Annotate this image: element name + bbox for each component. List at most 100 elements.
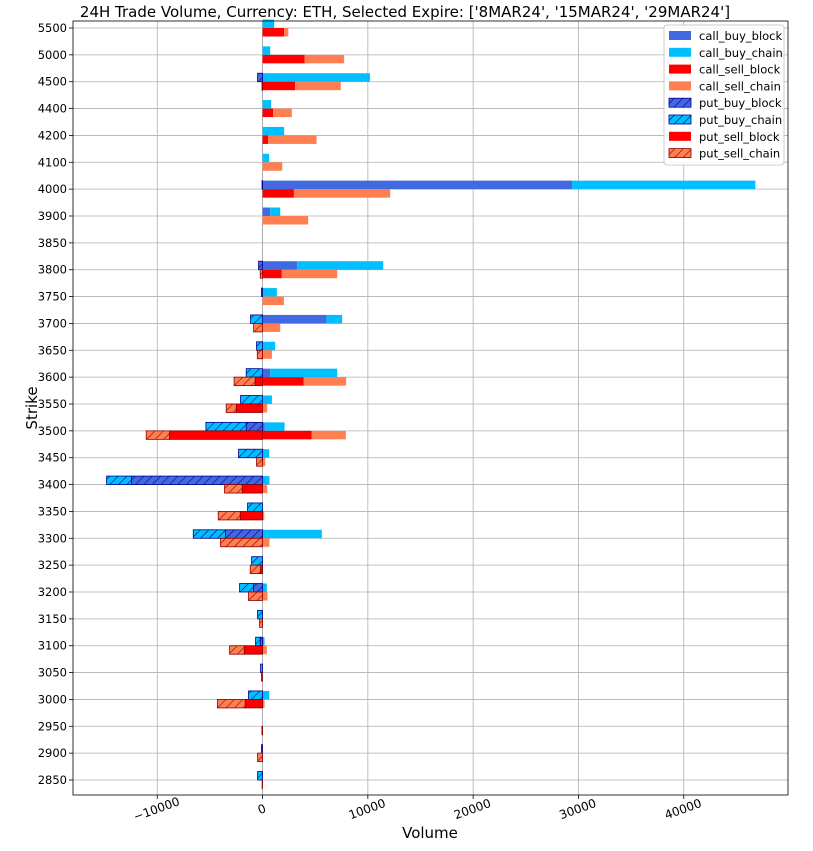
put-buy-block-bar-hatch <box>132 476 263 485</box>
put-sell-chain-bar-hatch <box>257 350 262 359</box>
put-buy-chain-bar-hatch <box>249 691 263 700</box>
x-tick-label: 40000 <box>663 796 704 822</box>
call-buy-chain-bar <box>263 73 370 82</box>
put-sell-block-bar <box>170 431 263 440</box>
call-buy-chain-bar <box>270 208 280 217</box>
put-buy-chain-bar-hatch <box>248 503 263 512</box>
put-buy-chain-bar-hatch <box>107 476 132 485</box>
put-buy-chain-bar-hatch <box>206 422 246 431</box>
put-sell-block-bar <box>242 485 262 494</box>
call-buy-chain-bar <box>263 396 272 405</box>
y-tick-label: 3500 <box>38 424 67 438</box>
put-buy-chain-bar-hatch <box>193 530 225 539</box>
call-sell-block-bar <box>263 270 282 279</box>
call-buy-chain-bar <box>263 342 276 351</box>
put-sell-chain-bar-hatch <box>258 753 263 762</box>
y-tick-labels: 5500500045004400420041004000390038503800… <box>38 21 67 787</box>
put-buy-chain-bar-hatch <box>261 664 263 673</box>
call-sell-chain-bar <box>263 216 309 225</box>
put-buy-block-bar-hatch <box>226 530 263 539</box>
call-buy-chain-bar <box>263 530 322 539</box>
put-sell-chain-bar-hatch <box>260 619 263 628</box>
put-buy-chain-bar-hatch <box>240 584 254 593</box>
legend-label: put_sell_block <box>699 130 780 144</box>
put-sell-block-bar <box>245 699 262 708</box>
call-sell-block-bar <box>263 189 294 198</box>
put-sell-chain-bar-hatch <box>257 458 263 467</box>
y-tick-label: 3350 <box>38 504 67 518</box>
call-sell-block-bar <box>263 109 274 118</box>
put-sell-chain-bar-hatch <box>226 404 236 413</box>
put-buy-block-bar-hatch <box>261 288 262 297</box>
put-sell-chain-bar-hatch <box>218 511 240 520</box>
put-sell-chain-bar-hatch <box>260 270 262 279</box>
x-tick-label: −10000 <box>132 794 182 824</box>
legend-swatch-call-sell-block <box>669 65 691 74</box>
put-buy-chain-bar-hatch <box>252 557 263 566</box>
call-buy-block-bar <box>263 369 271 378</box>
y-tick-label: 4100 <box>38 155 67 169</box>
call-sell-chain-bar <box>294 189 390 198</box>
call-sell-chain-bar <box>305 55 344 64</box>
call-sell-chain-bar <box>273 109 292 118</box>
y-tick-label: 3600 <box>38 370 67 384</box>
x-tick-label: 30000 <box>557 796 598 822</box>
legend-label: put_buy_chain <box>699 113 782 127</box>
y-tick-label: 3150 <box>38 612 67 626</box>
call-sell-chain-bar <box>295 82 341 91</box>
call-sell-chain-bar <box>284 28 288 37</box>
put-sell-chain-bar-hatch <box>262 82 263 91</box>
call-buy-block-bar <box>263 208 271 217</box>
y-tick-label: 3050 <box>38 666 67 680</box>
chart-title: 24H Trade Volume, Currency: ETH, Selecte… <box>80 3 730 21</box>
legend-label: put_buy_block <box>699 96 782 110</box>
y-tick-label: 2950 <box>38 719 67 733</box>
call-buy-chain-bar <box>263 691 270 700</box>
y-tick-label: 5500 <box>38 21 67 35</box>
legend-swatch-call-buy-chain <box>669 48 691 57</box>
y-tick-label: 3900 <box>38 209 67 223</box>
y-tick-label: 4500 <box>38 75 67 89</box>
put-sell-chain-bar-hatch <box>249 592 263 601</box>
y-tick-label: 3000 <box>38 692 67 706</box>
call-sell-block-bar <box>263 55 305 64</box>
call-buy-chain-bar <box>263 154 270 163</box>
call-sell-chain-bar <box>268 135 316 144</box>
call-sell-chain-bar <box>263 646 267 655</box>
put-sell-block-bar <box>244 646 262 655</box>
y-tick-label: 3450 <box>38 451 67 465</box>
call-sell-block-bar <box>263 377 304 386</box>
put-buy-chain-bar-hatch <box>251 315 263 324</box>
y-tick-label: 3750 <box>38 290 67 304</box>
call-buy-block-bar <box>263 315 327 324</box>
put-buy-block-bar-hatch <box>262 181 263 190</box>
legend-swatch-put-sell-block <box>669 132 691 141</box>
call-buy-chain-bar <box>572 181 755 190</box>
call-buy-block-bar <box>263 181 573 190</box>
put-sell-chain-bar-hatch <box>254 323 263 332</box>
legend-swatch-call-sell-chain <box>669 81 691 90</box>
legend-label: call_sell_block <box>699 63 781 77</box>
legend-swatch-hatch <box>669 149 691 158</box>
call-buy-chain-bar <box>297 261 383 270</box>
call-buy-chain-bar <box>263 288 277 297</box>
call-sell-chain-bar <box>263 485 268 494</box>
y-tick-label: 3400 <box>38 478 67 492</box>
call-buy-chain-bar <box>263 100 272 109</box>
legend-label: put_sell_chain <box>699 147 780 161</box>
legend-swatch-hatch <box>669 98 691 107</box>
call-sell-chain-bar <box>263 162 283 171</box>
call-sell-chain-bar <box>282 270 337 279</box>
y-tick-label: 3200 <box>38 585 67 599</box>
y-tick-label: 3650 <box>38 343 67 357</box>
x-tick-label: 10000 <box>347 796 388 822</box>
put-buy-block-bar-hatch <box>259 261 263 270</box>
put-sell-chain-bar-hatch <box>221 538 263 547</box>
call-sell-chain-bar <box>263 538 270 547</box>
y-tick-label: 3100 <box>38 639 67 653</box>
call-buy-chain-bar <box>263 476 270 485</box>
y-axis-label: Strike <box>23 386 41 429</box>
legend: call_buy_blockcall_buy_chaincall_sell_bl… <box>664 25 784 165</box>
